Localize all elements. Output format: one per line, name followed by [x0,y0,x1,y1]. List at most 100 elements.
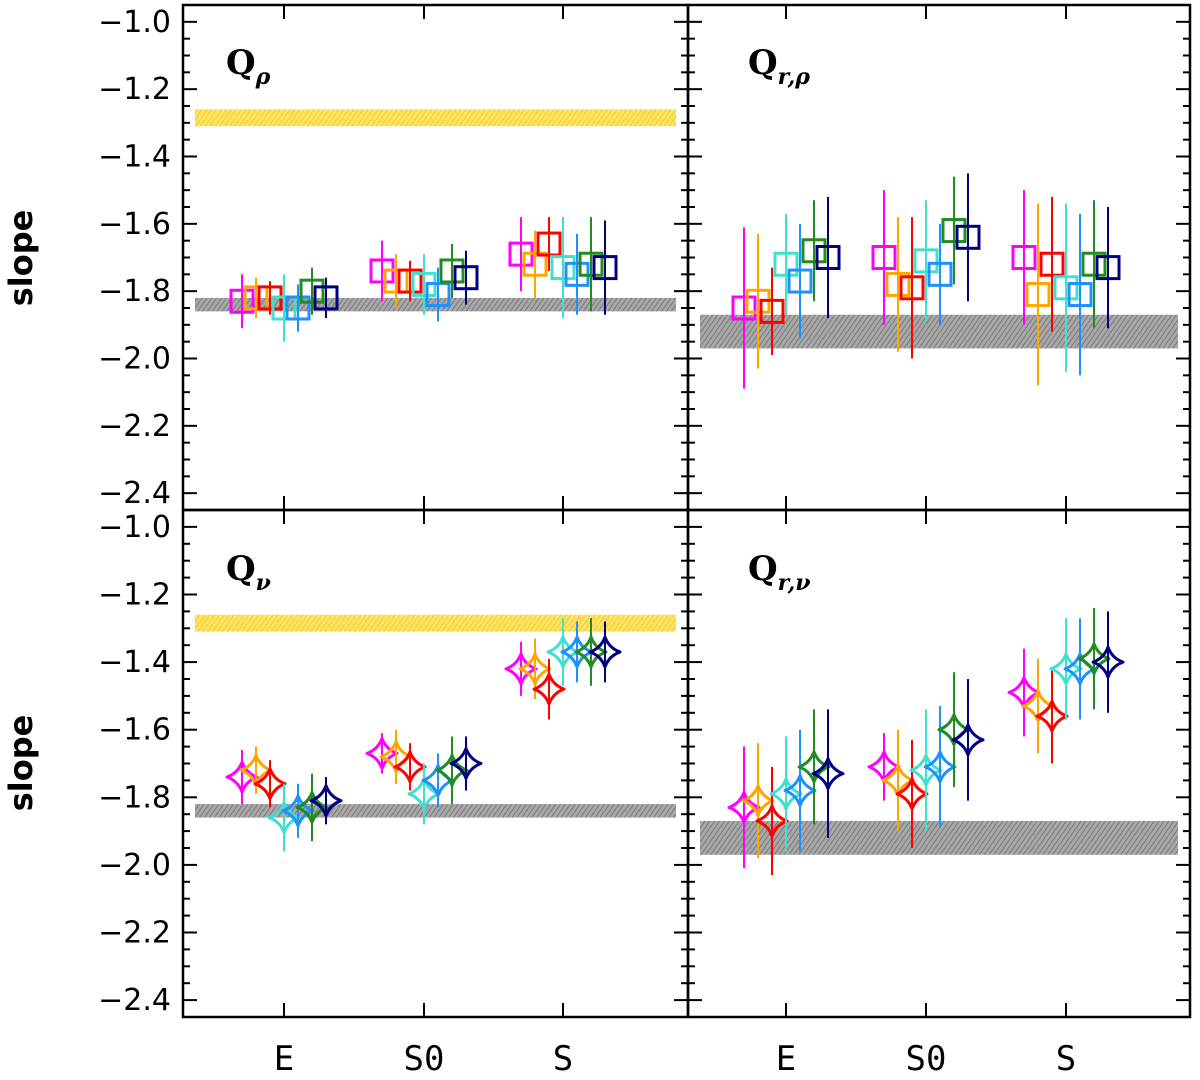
y-tick-label: −1.2 [98,578,171,613]
data-point-star [435,753,469,787]
data-point-square [425,282,451,308]
data-point-square [229,288,255,314]
x-category-label-left-s: S [553,1039,573,1079]
data-point-star [518,652,552,686]
data-point-square [453,265,479,291]
data-point-square [773,251,799,277]
y-tick-label: −1.0 [98,510,171,545]
data-point-square [1081,251,1107,277]
data-point-square [787,268,813,294]
data-point-star [755,804,789,838]
data-point-star [225,760,259,794]
data-point-star [937,713,971,747]
panel-top-left: −1.0 −1.2 −1.4 −1.6 −1.8 −2.0 −2.2 −2.4 [98,3,690,512]
y-tick-label: −2.4 [98,476,171,511]
data-point-star [769,777,803,811]
data-point-star [574,635,608,669]
data-point-star [449,747,483,780]
data-point-star [1049,652,1083,686]
y-tick-label: −1.8 [98,274,171,309]
panel-label-q-r-rho: Qr,ρ [748,43,810,90]
data-point-square [313,285,339,311]
y-tick-label: −1.4 [98,645,171,680]
data-point-star [783,774,817,808]
y-tick-label: −1.6 [98,713,171,748]
y-tick-label: −1.8 [98,780,171,815]
y-tick-label: −2.4 [98,983,171,1018]
y-tick-label: −1.2 [98,72,171,107]
data-point-square [536,231,562,257]
data-point-star [588,635,622,669]
data-point-square [299,278,325,304]
data-point-star [295,790,329,824]
data-point-square [871,245,897,270]
x-category-label-right-s: S [1056,1039,1076,1079]
data-point-star [309,784,343,818]
data-point-square [243,285,269,311]
panel-label-q-rho: Qρ [226,43,271,90]
y-tick-label: −2.2 [98,916,171,951]
data-point-star [504,652,538,686]
data-point-square [578,251,604,277]
data-point-star [281,794,315,828]
data-point-square [383,268,409,294]
data-point-square [550,255,576,281]
data-point-square [927,261,953,287]
reference-band-grey [195,804,676,818]
data-point-star [741,784,775,818]
data-point-star [909,753,943,787]
x-category-label-right-s0: S0 [906,1039,947,1079]
data-point-square [759,298,785,324]
data-point-square [913,248,939,274]
data-point-square [592,255,618,281]
panel-bottom-right [686,508,1192,1019]
data-point-square [285,295,311,321]
panel-bottom-left: −1.0 −1.2 −1.4 −1.6 −1.8 −2.0 −2.2 −2.4 [98,508,690,1019]
data-point-star [811,757,845,791]
data-point-square [801,238,827,264]
data-point-star [393,750,427,784]
panel-frame [686,508,1192,1019]
panel-label-q-r-nu: Qr,ν [748,549,811,596]
data-point-square [271,295,297,321]
data-point-star [727,790,761,824]
data-point-square [731,295,757,321]
data-point-square [815,245,841,270]
y-axis-title-bottom: slope [2,715,40,812]
y-tick-label: −1.6 [98,207,171,242]
panel-top-right [686,3,1192,512]
data-point-star [951,723,985,757]
data-point-square [955,224,981,250]
x-category-label-right-e: E [776,1039,796,1079]
data-point-star [546,635,580,669]
reference-band-gold [195,614,676,632]
data-point-square [1011,245,1037,270]
data-point-square [439,258,465,284]
y-tick-label: −1.0 [98,5,171,40]
data-point-star [923,750,957,784]
data-point-square [941,218,967,244]
y-axis-title-top: slope [2,210,40,307]
data-point-star [560,635,594,669]
data-point-star [1021,689,1055,723]
y-tick-label: −2.2 [98,409,171,444]
data-point-square [522,251,548,277]
x-category-label-left-s0: S0 [404,1039,445,1079]
data-point-square [1039,251,1065,277]
panel-label-q-nu: Qν [226,549,271,596]
chart-marks: −1.0−1.2−1.4−1.6−1.8−2.0−2.2−2.4−1.0−1.2… [98,3,1192,1019]
reference-band-gold [195,109,676,127]
y-tick-label: −2.0 [98,848,171,883]
data-point-square [1067,282,1093,308]
data-point-star [407,777,441,811]
data-point-square [1025,282,1051,308]
data-point-square [1053,275,1079,301]
data-point-star [797,750,831,784]
data-point-star [895,777,929,811]
data-point-star [253,767,287,801]
data-point-square [885,271,911,297]
data-point-star [1091,645,1125,679]
x-category-label-left-e: E [274,1039,294,1079]
y-tick-label: −2.0 [98,342,171,377]
